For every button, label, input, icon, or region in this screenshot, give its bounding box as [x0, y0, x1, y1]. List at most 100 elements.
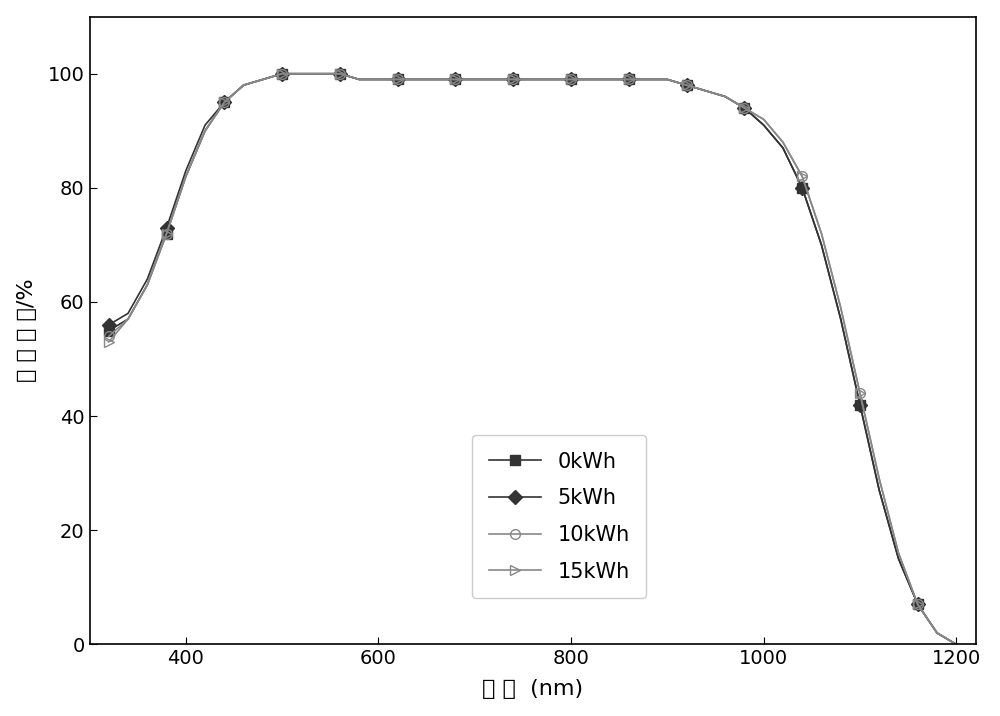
- Line: 15kWh: 15kWh: [104, 69, 961, 649]
- 0kWh: [854, 400, 866, 409]
- 5kWh: [912, 600, 924, 609]
- 0kWh: [584, 75, 596, 84]
- 10kWh: [565, 75, 577, 84]
- 5kWh: [430, 75, 442, 84]
- 0kWh: [507, 75, 519, 84]
- 0kWh: [276, 69, 288, 78]
- 0kWh: [469, 75, 481, 84]
- 10kWh: [276, 69, 288, 78]
- 0kWh: [449, 75, 461, 84]
- 15kWh: [392, 75, 404, 84]
- 15kWh: [527, 75, 539, 84]
- 0kWh: [950, 640, 962, 649]
- 10kWh: [411, 75, 423, 84]
- 5kWh: [758, 121, 770, 130]
- 10kWh: [893, 548, 905, 557]
- 0kWh: [796, 183, 808, 192]
- 0kWh: [758, 121, 770, 130]
- Line: 0kWh: 0kWh: [104, 69, 961, 649]
- 0kWh: [257, 75, 269, 84]
- 0kWh: [488, 75, 500, 84]
- 15kWh: [469, 75, 481, 84]
- 10kWh: [122, 315, 134, 324]
- 0kWh: [372, 75, 384, 84]
- 10kWh: [469, 75, 481, 84]
- 15kWh: [931, 629, 943, 637]
- 10kWh: [584, 75, 596, 84]
- 0kWh: [295, 69, 307, 78]
- 5kWh: [122, 309, 134, 318]
- 10kWh: [392, 75, 404, 84]
- 10kWh: [238, 81, 250, 90]
- 10kWh: [218, 98, 230, 107]
- 15kWh: [141, 281, 153, 289]
- 15kWh: [815, 229, 827, 238]
- 15kWh: [449, 75, 461, 84]
- 5kWh: [507, 75, 519, 84]
- 5kWh: [199, 121, 211, 130]
- 10kWh: [488, 75, 500, 84]
- 0kWh: [141, 281, 153, 289]
- 5kWh: [238, 81, 250, 90]
- 15kWh: [103, 338, 115, 347]
- 15kWh: [276, 69, 288, 78]
- X-axis label: 波 长  (nm): 波 长 (nm): [482, 679, 583, 700]
- 15kWh: [661, 75, 673, 84]
- 0kWh: [815, 241, 827, 249]
- 5kWh: [449, 75, 461, 84]
- 10kWh: [623, 75, 635, 84]
- 15kWh: [161, 229, 173, 238]
- 5kWh: [681, 81, 693, 90]
- 10kWh: [295, 69, 307, 78]
- 0kWh: [430, 75, 442, 84]
- 10kWh: [180, 172, 192, 180]
- 15kWh: [758, 115, 770, 124]
- 5kWh: [180, 166, 192, 175]
- 0kWh: [777, 144, 789, 153]
- 10kWh: [449, 75, 461, 84]
- 5kWh: [661, 75, 673, 84]
- 0kWh: [122, 315, 134, 324]
- 10kWh: [546, 75, 558, 84]
- 10kWh: [777, 138, 789, 147]
- 5kWh: [295, 69, 307, 78]
- 5kWh: [700, 87, 712, 95]
- 0kWh: [392, 75, 404, 84]
- 5kWh: [411, 75, 423, 84]
- 10kWh: [141, 281, 153, 289]
- 5kWh: [218, 98, 230, 107]
- 15kWh: [719, 92, 731, 101]
- 10kWh: [912, 600, 924, 609]
- 15kWh: [604, 75, 616, 84]
- 0kWh: [700, 87, 712, 95]
- 15kWh: [353, 75, 365, 84]
- 15kWh: [334, 69, 346, 78]
- 5kWh: [642, 75, 654, 84]
- 10kWh: [758, 115, 770, 124]
- 10kWh: [642, 75, 654, 84]
- 15kWh: [257, 75, 269, 84]
- Line: 5kWh: 5kWh: [104, 69, 961, 649]
- 15kWh: [642, 75, 654, 84]
- 5kWh: [546, 75, 558, 84]
- 10kWh: [835, 304, 847, 312]
- 10kWh: [103, 332, 115, 341]
- 0kWh: [218, 98, 230, 107]
- 10kWh: [854, 389, 866, 397]
- 15kWh: [238, 81, 250, 90]
- 0kWh: [353, 75, 365, 84]
- 10kWh: [257, 75, 269, 84]
- 15kWh: [372, 75, 384, 84]
- 5kWh: [488, 75, 500, 84]
- 5kWh: [854, 400, 866, 409]
- 10kWh: [815, 229, 827, 238]
- 15kWh: [912, 600, 924, 609]
- 5kWh: [469, 75, 481, 84]
- 15kWh: [507, 75, 519, 84]
- Line: 10kWh: 10kWh: [104, 69, 961, 649]
- 5kWh: [873, 486, 885, 495]
- 5kWh: [719, 92, 731, 101]
- 5kWh: [893, 554, 905, 563]
- 0kWh: [912, 600, 924, 609]
- 0kWh: [623, 75, 635, 84]
